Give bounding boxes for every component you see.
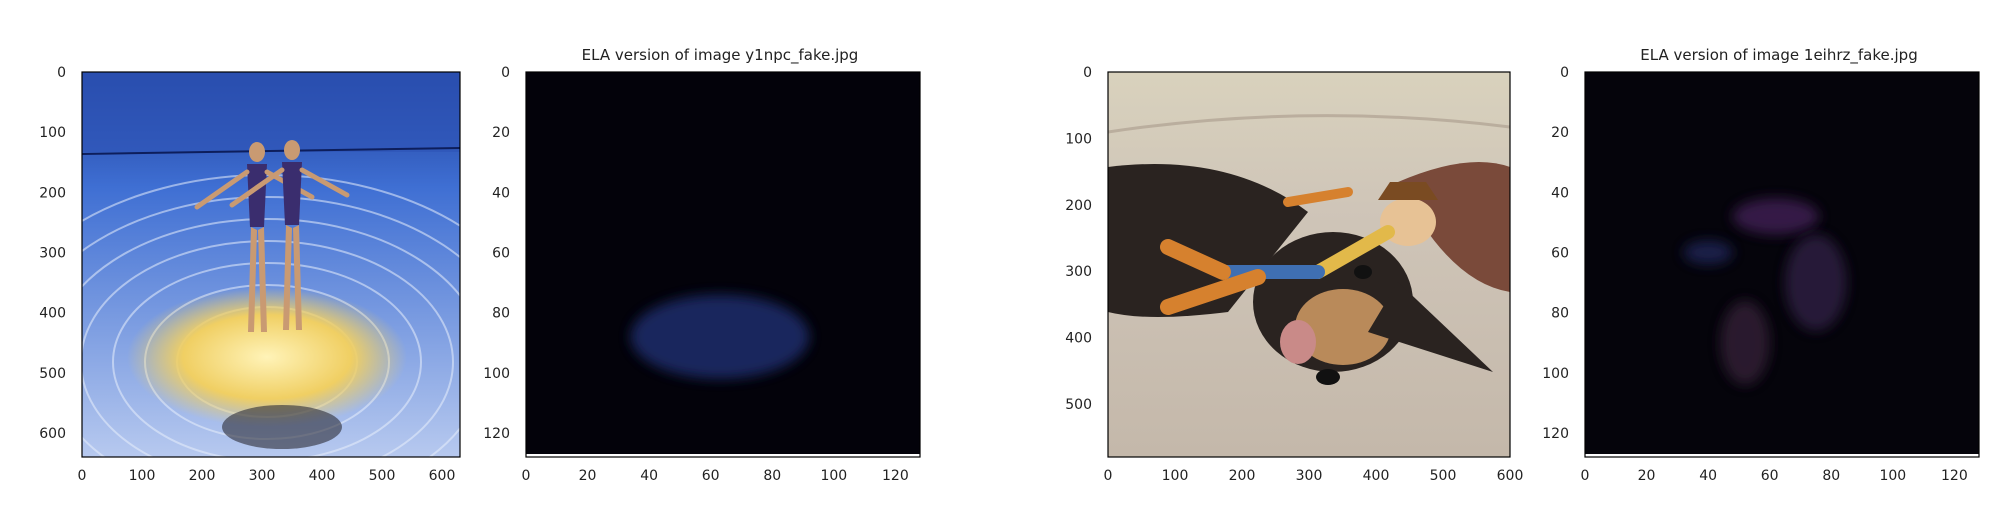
y-tick-label: 200 [39,185,66,201]
x-tick-label: 60 [702,468,720,484]
y-tick-label: 400 [39,306,66,322]
x-tick-label: 80 [763,468,781,484]
x-tick-label: 0 [78,468,87,484]
heatmap-background [1585,72,1979,457]
dog-photo [1108,72,1510,457]
y-tick-label: 60 [492,245,510,261]
y-tick-label: 0 [501,65,510,81]
y-tick-label: 300 [1065,264,1092,280]
ela-hotspot [630,294,810,379]
y-tick-label: 100 [1065,131,1092,147]
ela-hotspot [1785,234,1847,331]
axes-frame [525,71,921,458]
x-tick-label: 120 [1941,468,1968,484]
ela-hotspot [1732,198,1819,235]
photo-panel-dog: 0 100 200 300 400 500 600 0 100 200 300 400 500 [1065,65,1523,484]
x-tick-label: 200 [1229,468,1256,484]
y-tick-label: 100 [483,366,510,382]
y-tick-label: 0 [1560,65,1569,81]
y-tick-label: 600 [39,426,66,442]
y-tick-label: 100 [39,125,66,141]
x-tick-label: 100 [129,468,156,484]
x-tick-label: 100 [820,468,847,484]
ela-title-2: ELA version of image 1eihrz_fake.jpg [1640,46,1917,65]
x-tick-label: 100 [1879,468,1906,484]
ela-hotspot [1720,300,1770,385]
y-tick-label: 20 [1551,125,1569,141]
y-tick-label: 120 [1542,426,1569,442]
y-tick-label: 200 [1065,198,1092,214]
x-tick-label: 0 [1581,468,1590,484]
y-tick-label: 40 [1551,185,1569,201]
y-tick-label: 80 [492,306,510,322]
x-tick-label: 400 [1363,468,1390,484]
heatmap-background [526,72,920,457]
x-tick-label: 20 [579,468,597,484]
axes-frame [81,71,461,458]
axes-frame [1107,71,1511,458]
x-tick-label: 40 [1699,468,1717,484]
y-tick-label: 120 [483,426,510,442]
x-tick-label: 120 [882,468,909,484]
x-tick-label: 200 [189,468,216,484]
x-tick-label: 80 [1822,468,1840,484]
y-tick-label: 500 [39,366,66,382]
x-tick-label: 600 [1497,468,1524,484]
x-tick-label: 400 [309,468,336,484]
y-tick-label: 0 [1083,65,1092,81]
x-tick-label: 20 [1638,468,1656,484]
y-tick-label: 40 [492,185,510,201]
y-tick-label: 20 [492,125,510,141]
x-tick-label: 0 [522,468,531,484]
x-tick-label: 600 [429,468,456,484]
swimmers-photo [82,72,460,457]
ela-panel-1: ELA version of image y1npc_fake.jpg 0 20 4… [483,46,921,484]
axes-frame [1584,71,1980,458]
ela-title-1: ELA version of image y1npc_fake.jpg [582,46,859,65]
y-tick-label: 300 [39,245,66,261]
y-tick-label: 100 [1542,366,1569,382]
x-tick-label: 40 [640,468,658,484]
x-tick-label: 500 [369,468,396,484]
x-tick-label: 300 [1296,468,1323,484]
y-tick-label: 500 [1065,397,1092,413]
x-tick-label: 100 [1162,468,1189,484]
y-tick-label: 400 [1065,331,1092,347]
y-tick-label: 0 [57,65,66,81]
photo-panel-swimmers: 0 100 200 300 400 500 600 0 100 200 300 400 500 600 [39,65,461,484]
ela-panel-2: ELA version of image 1eihrz_fake.jpg 0 20… [1542,46,1980,484]
x-tick-label: 0 [1104,468,1113,484]
x-tick-label: 500 [1430,468,1457,484]
x-tick-label: 300 [249,468,276,484]
y-tick-label: 60 [1551,245,1569,261]
ela-hotspot [1683,240,1733,265]
y-tick-label: 80 [1551,306,1569,322]
x-tick-label: 60 [1761,468,1779,484]
